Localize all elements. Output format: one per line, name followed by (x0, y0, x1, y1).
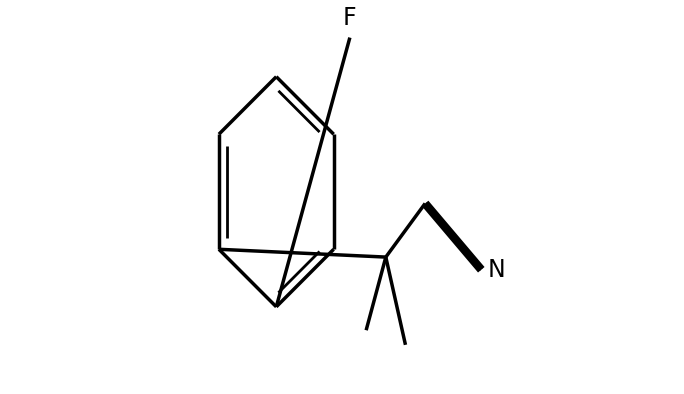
Text: F: F (343, 6, 356, 30)
Text: N: N (488, 258, 505, 282)
